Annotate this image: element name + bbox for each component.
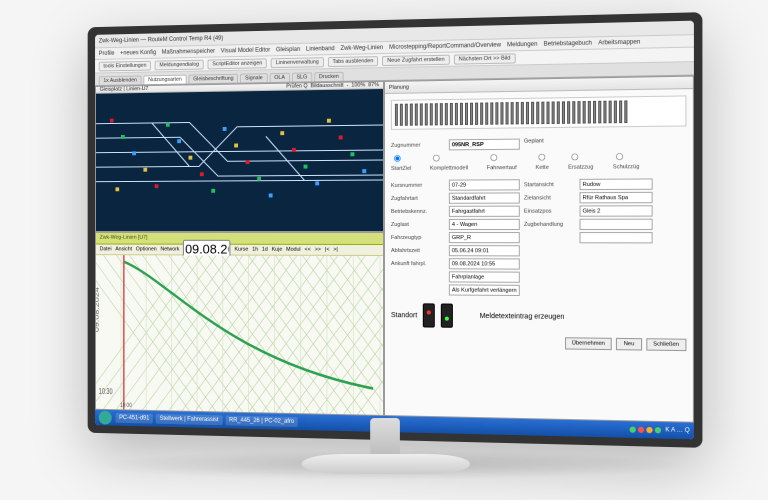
tab[interactable]: OLA [269,73,289,82]
menu-item[interactable]: Microstepping/ReportCommand/Overview [389,42,501,50]
form-input[interactable] [579,192,652,204]
radio-option[interactable]: Komplettmodell [430,152,481,172]
form-input[interactable] [579,205,652,216]
graph-control[interactable]: Kurse [235,246,249,252]
form-button[interactable]: Neu [616,338,641,351]
taskbar-item[interactable]: Stellwerk | Fahrerassist [156,414,222,425]
svg-text:09.08.2024: 09.08.2024 [96,286,100,331]
tab[interactable]: Nutzungsarten [143,75,186,85]
menu-item[interactable]: Gleisplan [276,46,300,52]
graph-control[interactable]: >| [333,247,338,253]
graph-control[interactable]: Kuje [272,247,283,253]
menu-item[interactable]: Arbeitsmappen [598,39,640,46]
form-title: Planung [385,77,693,94]
toolbar-button[interactable]: Tabs ausblenden [328,56,379,67]
start-button[interactable] [99,411,112,425]
track-control[interactable]: - [347,83,349,89]
track-diagram-pane: Gleisplatz | Linien-U7 Prüfen QBildaussc… [95,81,384,232]
graph-control[interactable]: >> [315,247,321,253]
graph-menu[interactable]: Ansicht [115,246,132,252]
track-control[interactable]: Prüfen Q [286,83,307,89]
taskbar-item[interactable]: RR_445_26 | PC-02_afro [225,415,298,427]
window-title: Zwk-Weg-Linien — RouteM Control Temp R4 … [99,35,223,44]
graph-title: Zwk-Weg-Linien [U7] [96,233,383,245]
train-form-pane: Planung Zugnummer Geplant StartZiel Kompl… [384,76,694,423]
radio-option[interactable]: StartZiel [391,153,424,172]
graph-menu[interactable]: Optionen [136,246,157,252]
menu-item[interactable]: Maßnahmenspeicher [162,48,215,55]
toolbar-button[interactable]: ScriptEditor anzeigen [208,58,268,69]
graph-control[interactable]: << [305,247,311,253]
menu-item[interactable]: Profile [99,50,115,56]
toolbar-button[interactable]: Lininenverwaltung [271,57,324,68]
form-input[interactable] [579,178,652,190]
form-input[interactable] [449,245,520,256]
form-input[interactable] [449,258,520,269]
form-input[interactable] [579,232,652,243]
toolbar-button[interactable]: tools Einstellungen [99,60,151,71]
menu-item[interactable]: Betriebstagebuch [544,40,592,47]
graph-canvas[interactable]: 09.08.2024 10:30 10:00 [96,255,383,415]
timetable-graph-pane: Zwk-Weg-Linien [U7] DateiAnsicht Optionen… [95,232,384,416]
toolbar-button[interactable]: Meldungendialog [155,59,204,70]
status-text: Geplant [524,137,653,150]
track-control[interactable]: 100% [351,82,365,88]
zugnummer-label: Zugnummer [391,142,445,149]
graph-menu[interactable]: Datei [100,246,112,252]
form-button[interactable]: Schließen [646,338,687,351]
platform-strip[interactable] [391,95,687,130]
track-canvas[interactable] [96,89,383,231]
radio-option[interactable]: Schulzzüg [613,151,653,171]
tab[interactable]: SLG [292,72,312,81]
graph-control[interactable]: |< [325,247,330,253]
form-input[interactable] [449,192,520,203]
form-button[interactable]: Übernehmen [565,337,613,350]
menu-item[interactable]: Meldungen [507,41,537,48]
menu-item[interactable]: Visual Model Editor [221,47,270,54]
signal-2[interactable] [441,303,453,327]
track-control[interactable]: 87% [368,82,379,88]
radio-option[interactable]: Ersatzzug [568,151,606,171]
menu-item[interactable]: Zwk-Weg-Linien [341,45,384,52]
form-input[interactable] [449,206,520,217]
graph-control[interactable]: 1d [262,247,268,253]
form-input[interactable] [449,271,520,283]
form-fields: KursnummerStartansichtZugfahrtartZielans… [385,174,693,301]
zugnummer-input[interactable] [449,139,520,151]
model-radios[interactable]: StartZiel Komplettmodell Fahrwertauf Kette E… [391,151,653,172]
menu-item[interactable]: +neues Konfig [120,49,156,56]
taskbar-item[interactable]: PC-451-d91 [115,413,153,424]
tab[interactable]: Signale [240,73,267,82]
melde-link[interactable]: Meldetexteintrag erzeugen [480,312,565,320]
radio-option[interactable]: Fahrwertauf [487,152,530,172]
signal-1[interactable] [423,303,435,327]
svg-text:10:00: 10:00 [120,402,132,409]
menu-item[interactable]: Linienband [306,46,335,53]
graph-control[interactable]: 1h [252,246,258,252]
tab[interactable]: Gleisbeschriftung [188,74,238,84]
track-control[interactable]: Bildausschnitt [310,83,343,90]
tab[interactable]: Drucken [314,72,344,81]
graph-menu[interactable]: Network [160,246,179,252]
taskbar-status: K A … Q [630,426,690,434]
svg-text:10:30: 10:30 [99,388,113,396]
toolbar-button[interactable]: Neue Zugfahrt erstellen [382,54,449,65]
form-footer: ÜbernehmenNeu Schließen [385,331,693,355]
signals: Standort Meldetexteintrag erzeugen [385,299,693,335]
graph-control[interactable]: Modul [286,247,301,253]
form-input[interactable] [449,284,520,296]
form-input[interactable] [449,179,520,190]
form-input[interactable] [449,232,520,243]
toolbar-button[interactable]: Nächsten Ort >> Bild [454,53,516,64]
tab[interactable]: 1x Ausblenden [99,76,142,85]
radio-option[interactable]: Kette [536,151,562,171]
form-input[interactable] [579,219,652,230]
form-input[interactable] [449,219,520,230]
